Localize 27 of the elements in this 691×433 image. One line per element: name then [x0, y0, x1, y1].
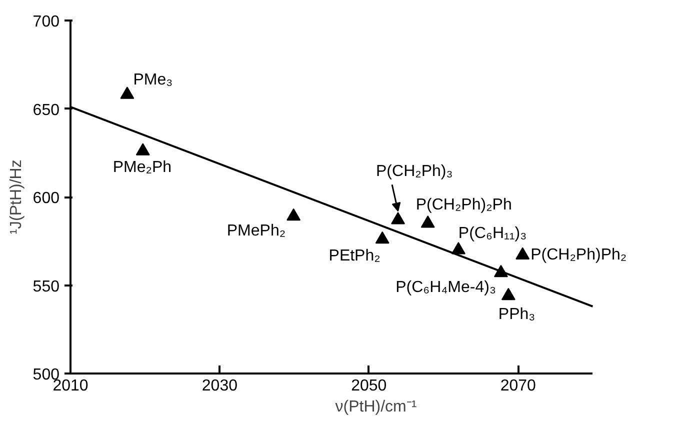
y-tick-label: 700	[32, 14, 60, 30]
annotation: P(C₆H₁₁)₃	[458, 224, 527, 242]
annotation: P(CH₂Ph)Ph₂	[530, 246, 627, 264]
point	[391, 212, 406, 224]
annotation: PEtPh₂	[328, 247, 380, 264]
point	[136, 143, 150, 156]
y-tick-label: 550	[32, 278, 60, 296]
annotation: P(C₆H₄Me-4)₃	[396, 278, 496, 296]
annotation: PMePh₂	[226, 222, 286, 240]
point	[120, 86, 134, 99]
x-tick-label: 2070	[500, 378, 536, 394]
point	[375, 231, 390, 244]
x-axis-title: ν(PtH)/cm⁻¹	[335, 398, 417, 416]
y-axis-title: ¹J(PtH)/Hz	[8, 160, 25, 234]
annotation: P(CH₂Ph)₃	[376, 162, 453, 180]
point	[516, 247, 530, 260]
point	[501, 288, 516, 300]
x-tick-label: 2050	[351, 378, 387, 394]
point	[286, 208, 301, 221]
annotation: PMe₂Ph	[112, 159, 172, 176]
x-tick-label: 2030	[202, 378, 238, 394]
point	[420, 215, 435, 228]
y-tick-label: 600	[32, 190, 60, 207]
annotation: PMe₃	[133, 72, 173, 89]
annotation: P(CH₂Ph)₂Ph	[416, 196, 512, 214]
y-tick-label: 650	[32, 102, 60, 119]
annotation: PPh₃	[498, 306, 536, 323]
